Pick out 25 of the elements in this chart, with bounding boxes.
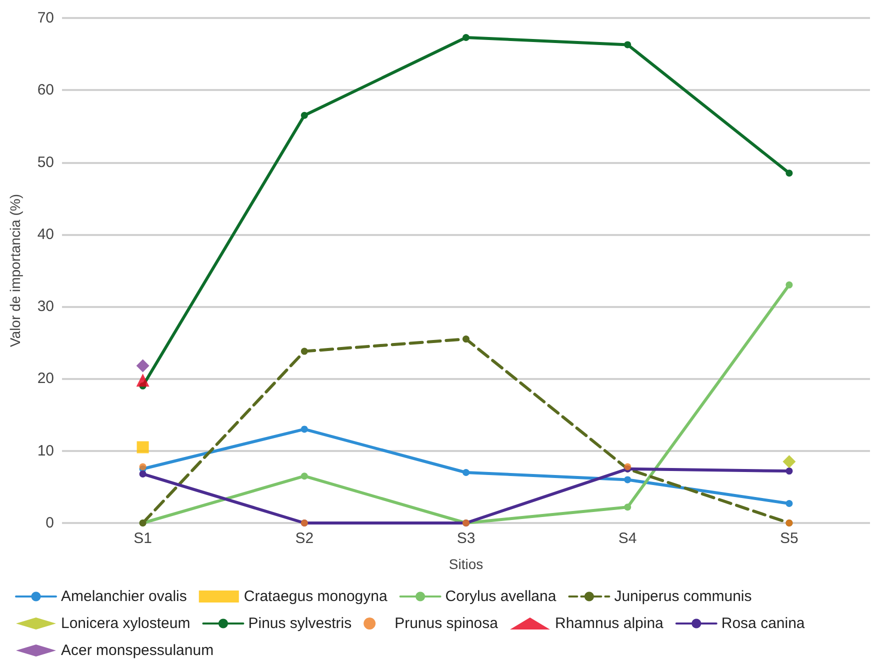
y-axis-title: Valor de importancia (%) — [7, 194, 23, 348]
y-tick-label: 0 — [46, 514, 54, 532]
legend-label: Pinus sylvestris — [248, 615, 352, 632]
legend-label: Prunus spinosa — [394, 615, 499, 632]
y-tick-label: 60 — [37, 82, 54, 99]
y-tick-label: 70 — [37, 10, 54, 26]
legend-label: Rosa canina — [721, 615, 806, 632]
y-tick-label: 30 — [37, 298, 54, 316]
legend-label: Acer monspessulanum — [61, 642, 214, 659]
legend-label: Amelanchier ovalis — [61, 588, 187, 605]
legend-label: Juniperus communis — [614, 588, 752, 605]
legend-label: Corylus avellana — [445, 588, 557, 605]
y-tick-label: 50 — [37, 154, 54, 171]
y-tick-label: 10 — [37, 442, 54, 460]
x-tick-label: S5 — [780, 530, 798, 547]
y-tick-label: 40 — [37, 226, 54, 243]
legend-label: Rhamnus alpina — [554, 615, 664, 632]
x-tick-label: S1 — [134, 530, 152, 547]
x-axis-title: Sitios — [448, 556, 484, 572]
legend-label: Lonicera xylosteum — [61, 615, 190, 632]
x-tick-label: S3 — [456, 530, 476, 547]
y-tick-label: 20 — [37, 370, 54, 388]
legend-label: Crataegus monogyna — [244, 588, 388, 605]
x-tick-label: S4 — [618, 530, 637, 547]
x-tick-label: S2 — [295, 530, 314, 547]
